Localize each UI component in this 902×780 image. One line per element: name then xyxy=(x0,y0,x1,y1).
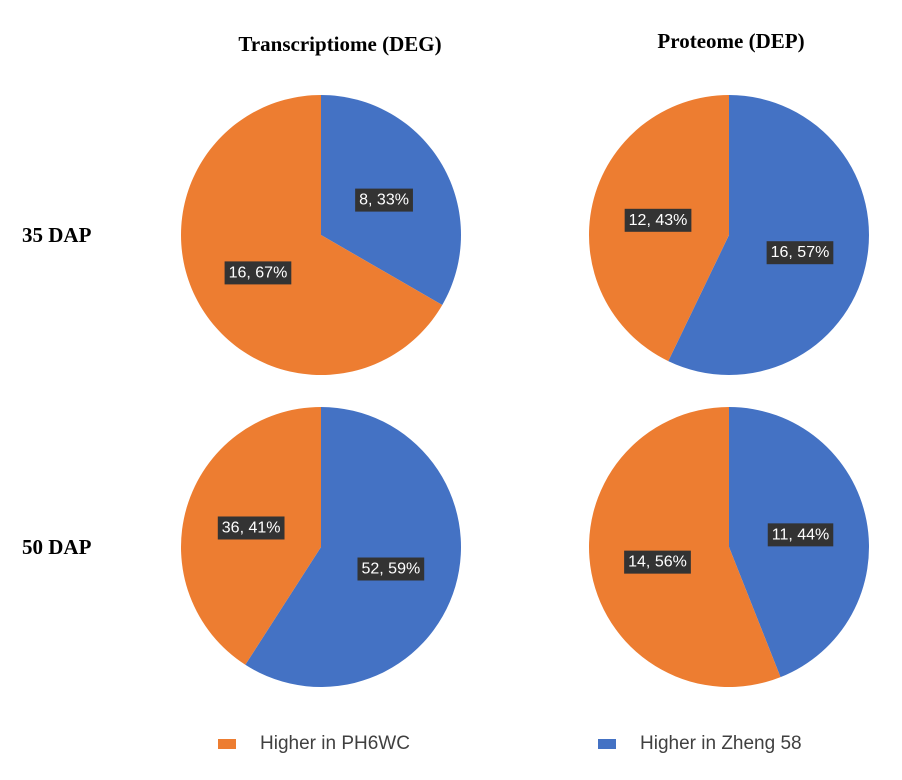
data-label-text: 14, 56% xyxy=(628,554,687,571)
data-label-zheng58: 11, 44% xyxy=(767,523,834,547)
pie-chart-transcriptome-50dap: 52, 59% 36, 41% xyxy=(181,407,462,687)
data-label-text: 16, 67% xyxy=(229,264,288,281)
data-label-ph6wc: 12, 43% xyxy=(624,208,692,232)
data-label-zheng58: 52, 59% xyxy=(357,557,425,581)
data-label-box xyxy=(624,208,692,232)
data-label-box xyxy=(766,241,834,265)
data-label-box xyxy=(224,261,292,285)
pie-chart-transcriptome-35dap: 8, 33% 16, 67% xyxy=(181,95,461,375)
legend-item-zheng58: Higher in Zheng 58 xyxy=(598,733,802,755)
data-label-zheng58: 8, 33% xyxy=(355,188,413,212)
pie-slice-zheng58 xyxy=(245,407,462,687)
legend-swatch-ph6wc xyxy=(218,739,236,749)
data-label-box xyxy=(355,188,413,212)
data-label-box xyxy=(217,516,285,540)
row-label-50-dap: 50 DAP xyxy=(22,535,92,559)
data-label-box xyxy=(624,550,691,574)
data-label-text: 8, 33% xyxy=(359,192,409,209)
data-label-ph6wc: 16, 67% xyxy=(224,261,292,285)
row-label-35-dap: 35 DAP xyxy=(22,223,92,247)
column-title-proteome: Proteome (DEP) xyxy=(657,29,805,53)
legend-item-ph6wc: Higher in PH6WC xyxy=(218,733,410,755)
pie-slice-zheng58 xyxy=(668,95,869,375)
pie-chart-proteome-50dap: 11, 44% 14, 56% xyxy=(589,407,869,687)
pie-chart-proteome-35dap: 16, 57% 12, 43% xyxy=(589,95,869,375)
legend-label-ph6wc: Higher in PH6WC xyxy=(260,733,410,754)
data-label-ph6wc: 14, 56% xyxy=(624,550,691,574)
data-label-text: 16, 57% xyxy=(771,244,830,261)
data-label-text: 11, 44% xyxy=(772,526,830,543)
data-label-zheng58: 16, 57% xyxy=(766,241,834,265)
pie-slice-ph6wc xyxy=(181,95,443,375)
legend-swatch-zheng58 xyxy=(598,739,616,749)
data-label-box xyxy=(767,523,834,547)
column-title-transcriptome: Transcriptiome (DEG) xyxy=(238,32,442,56)
legend-label-zheng58: Higher in Zheng 58 xyxy=(640,733,802,754)
data-label-text: 36, 41% xyxy=(222,519,281,536)
data-label-text: 12, 43% xyxy=(629,212,688,229)
pie-slice-ph6wc xyxy=(589,407,781,687)
data-label-ph6wc: 36, 41% xyxy=(217,516,285,540)
data-label-text: 52, 59% xyxy=(361,561,420,578)
data-label-box xyxy=(357,557,425,581)
